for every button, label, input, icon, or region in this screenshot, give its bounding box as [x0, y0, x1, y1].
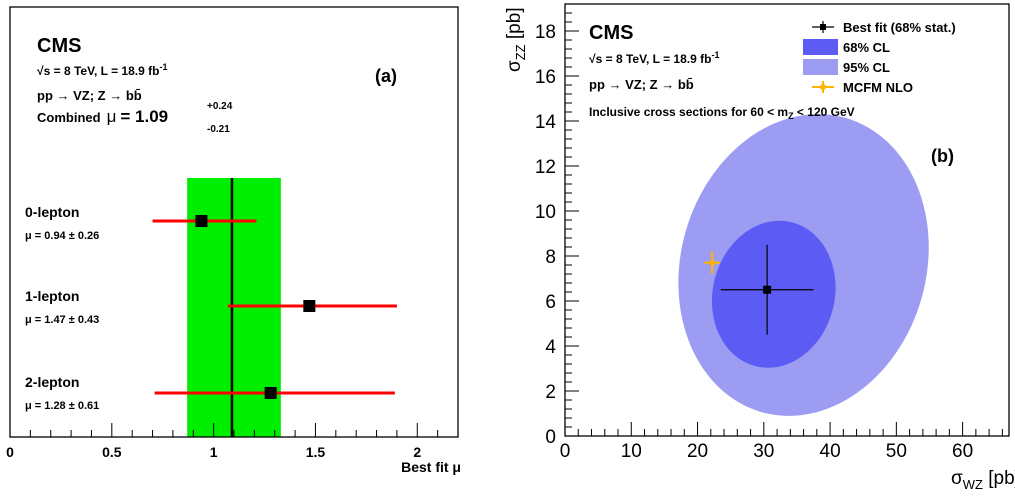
b-best-fit-point [763, 285, 772, 294]
b-y-tick-label: 18 [535, 22, 556, 43]
b-y-tick-label: 0 [545, 427, 556, 448]
a-x-tick-label: 1 [210, 444, 218, 460]
a-panel-label: (a) [375, 66, 397, 86]
b-note-sub: Z [788, 111, 794, 121]
b-y-tick-label: 2 [545, 382, 556, 403]
a-cat-2-name: 2-lepton [25, 374, 79, 390]
b-panel-label: (b) [931, 146, 954, 166]
a-combined-line: Combined μ = 1.09 [37, 107, 168, 126]
a-x-tick-label: 1.5 [306, 444, 326, 460]
b-y-tick-label: 16 [535, 67, 556, 88]
panel-b: 0 10 20 30 40 50 60 0 2 4 6 8 10 12 14 16 18 CMS √s = 8 … [504, 3, 1015, 492]
b-y-axis-label: σZZ [pb] [504, 7, 528, 72]
b-energy-sup: -1 [711, 50, 719, 60]
b-x-tick-label: 10 [621, 441, 642, 462]
a-energy-text: s = 8 TeV, L = 18.9 fb [44, 64, 160, 78]
a-cat-0-mu: μ = 0.94 ± 0.26 [25, 230, 99, 242]
a-cat-2-point [264, 387, 277, 399]
b-y-axis-sub: ZZ [513, 44, 528, 60]
a-combined-value: = 1.09 [120, 107, 168, 126]
a-cat-0-point [195, 215, 208, 227]
a-combined-down: -0.21 [207, 124, 230, 135]
b-x-tick-label: 20 [687, 441, 708, 462]
b-y-axis-main: σ [504, 60, 525, 72]
a-process-line: pp → VZ; Z → bb̄ [37, 88, 142, 103]
b-experiment: CMS [589, 22, 633, 44]
b-y-tick-label: 6 [545, 292, 556, 313]
b-x-axis-unit: [pb] [983, 468, 1015, 489]
b-process-line: pp → VZ; Z → bb̄ [589, 77, 694, 92]
a-combined-mu: μ [107, 107, 117, 126]
b-sqrt-symbol: √ [589, 52, 596, 66]
a-x-tick-label: 0.5 [102, 444, 122, 460]
b-note-text: Inclusive cross sections for 60 < m [589, 105, 788, 119]
b-y-tick-label: 4 [545, 337, 556, 358]
b-energy-text: s = 8 TeV, L = 18.9 fb [596, 52, 712, 66]
b-y-tick-label: 14 [535, 112, 557, 133]
a-x-tick-label: 2 [413, 444, 421, 460]
a-cat-1-mu: μ = 1.47 ± 0.43 [25, 314, 99, 326]
panel-a: 0 0.5 1 1.5 2 CMS √s = 8 TeV, L = 18.9 fb-1 … [6, 6, 461, 475]
b-y-tick-label: 12 [535, 157, 556, 178]
b-note-tail: < 120 GeV [794, 105, 855, 119]
a-sqrt-symbol: √ [37, 64, 44, 78]
b-x-axis-sub: WZ [963, 477, 983, 492]
b-y-tick-label: 10 [535, 202, 556, 223]
a-x-tick-label: 0 [6, 444, 14, 460]
b-legend-marks [803, 21, 838, 93]
b-x-tick-label: 30 [753, 441, 774, 462]
b-legend-2-swatch [803, 59, 838, 75]
b-ellipse-68cl [711, 220, 836, 368]
a-x-ticks: 0 0.5 1 1.5 2 [6, 423, 459, 460]
b-y-tick-label: 8 [545, 247, 556, 268]
a-cat-2-mu: μ = 1.28 ± 0.61 [25, 400, 99, 412]
b-energy-line: √s = 8 TeV, L = 18.9 fb-1 [589, 50, 719, 66]
b-legend-0-marker [820, 24, 826, 30]
a-marks-layer [152, 178, 397, 437]
a-energy-sup: -1 [159, 62, 167, 72]
a-energy-line: √s = 8 TeV, L = 18.9 fb-1 [37, 62, 167, 78]
b-legend-1-label: 68% CL [843, 40, 890, 55]
b-x-tick-label: 60 [952, 441, 973, 462]
a-combined-label: Combined [37, 110, 101, 125]
b-y-axis-unit: [pb] [504, 7, 525, 44]
b-x-tick-label: 50 [886, 441, 907, 462]
b-legend-0-label: Best fit (68% stat.) [843, 20, 956, 35]
b-legend-3-label: MCFM NLO [843, 80, 913, 95]
b-note: Inclusive cross sections for 60 < mZ < 1… [589, 105, 855, 121]
b-ellipses-layer [678, 114, 929, 416]
b-x-axis-main: σ [951, 468, 963, 489]
b-mcfm-point [709, 259, 716, 266]
b-legend-1-swatch [803, 39, 838, 55]
a-cat-0-name: 0-lepton [25, 204, 79, 220]
b-ticks-layer: 0 10 20 30 40 50 60 0 2 4 6 8 10 12 14 16 18 [535, 3, 1003, 462]
a-x-axis-label: Best fit μ [401, 459, 461, 475]
b-x-tick-label: 0 [560, 441, 571, 462]
b-legend: Best fit (68% stat.) 68% CL 95% CL MCFM … [803, 20, 956, 95]
b-legend-2-label: 95% CL [843, 60, 890, 75]
b-marks-layer [704, 244, 814, 335]
b-x-tick-label: 40 [820, 441, 841, 462]
b-legend-3-marker [820, 84, 826, 90]
a-combined-up: +0.24 [207, 101, 233, 112]
a-experiment: CMS [37, 35, 81, 57]
a-cat-1-name: 1-lepton [25, 288, 79, 304]
a-cat-1-point [303, 300, 316, 312]
b-x-axis-label: σWZ [pb] [951, 468, 1015, 492]
